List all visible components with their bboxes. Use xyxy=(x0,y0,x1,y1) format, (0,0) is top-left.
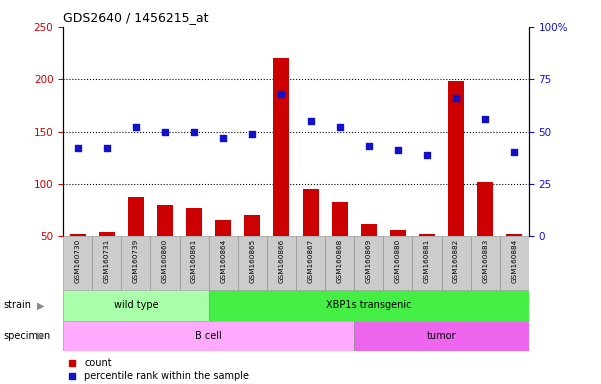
Point xyxy=(451,95,461,101)
Text: GSM160868: GSM160868 xyxy=(337,239,343,283)
Point xyxy=(160,128,170,135)
Bar xyxy=(63,290,209,321)
Text: GSM160731: GSM160731 xyxy=(104,239,110,283)
Bar xyxy=(361,223,377,288)
Point xyxy=(422,151,432,157)
Point xyxy=(248,131,257,137)
Point xyxy=(218,135,228,141)
Bar xyxy=(419,234,435,288)
Text: GSM160883: GSM160883 xyxy=(482,239,488,283)
Text: count: count xyxy=(84,358,112,368)
Text: GSM160884: GSM160884 xyxy=(511,239,517,283)
Point xyxy=(189,128,199,135)
Text: GSM160880: GSM160880 xyxy=(395,239,401,283)
Bar xyxy=(209,236,238,290)
Text: GSM160739: GSM160739 xyxy=(133,239,139,283)
Point xyxy=(510,149,519,156)
Bar xyxy=(296,236,325,290)
Bar xyxy=(215,220,231,288)
Point xyxy=(306,118,316,124)
Text: percentile rank within the sample: percentile rank within the sample xyxy=(84,371,249,381)
Text: GSM160864: GSM160864 xyxy=(220,239,226,283)
Bar xyxy=(506,234,522,288)
Bar xyxy=(354,321,529,351)
Bar xyxy=(332,202,347,288)
Bar xyxy=(99,232,115,288)
Point xyxy=(335,124,344,131)
Bar xyxy=(150,236,180,290)
Bar xyxy=(267,236,296,290)
Text: GSM160861: GSM160861 xyxy=(191,239,197,283)
Bar xyxy=(325,236,354,290)
Point xyxy=(364,143,374,149)
Bar xyxy=(500,236,529,290)
Point xyxy=(102,145,112,151)
Text: specimen: specimen xyxy=(3,331,50,341)
Bar xyxy=(412,236,442,290)
Text: GSM160730: GSM160730 xyxy=(75,239,81,283)
Bar xyxy=(180,236,209,290)
Bar xyxy=(121,236,150,290)
Bar xyxy=(302,189,319,288)
Point xyxy=(480,116,490,122)
Point xyxy=(276,91,286,97)
Bar xyxy=(390,230,406,288)
Text: GSM160881: GSM160881 xyxy=(424,239,430,283)
Bar xyxy=(92,236,121,290)
Bar xyxy=(477,182,493,288)
Text: ▶: ▶ xyxy=(37,331,44,341)
Text: strain: strain xyxy=(3,300,31,310)
Text: wild type: wild type xyxy=(114,300,158,310)
Bar xyxy=(471,236,500,290)
Bar xyxy=(157,205,173,288)
Text: ▶: ▶ xyxy=(37,300,44,310)
Bar xyxy=(448,81,464,288)
Text: GSM160865: GSM160865 xyxy=(249,239,255,283)
Point xyxy=(73,145,82,151)
Text: GSM160867: GSM160867 xyxy=(308,239,314,283)
Text: GSM160882: GSM160882 xyxy=(453,239,459,283)
Bar xyxy=(128,197,144,288)
Point xyxy=(393,147,403,154)
Text: tumor: tumor xyxy=(427,331,456,341)
Bar xyxy=(354,236,383,290)
Bar xyxy=(63,236,92,290)
Bar xyxy=(209,290,529,321)
Text: GSM160866: GSM160866 xyxy=(278,239,284,283)
Bar xyxy=(245,215,260,288)
Bar xyxy=(63,321,354,351)
Text: GSM160869: GSM160869 xyxy=(366,239,372,283)
Bar xyxy=(238,236,267,290)
Text: GSM160860: GSM160860 xyxy=(162,239,168,283)
Text: XBP1s transgenic: XBP1s transgenic xyxy=(326,300,412,310)
Bar xyxy=(186,208,202,288)
Text: B cell: B cell xyxy=(195,331,222,341)
Bar xyxy=(273,58,290,288)
Bar xyxy=(383,236,412,290)
Bar xyxy=(70,234,86,288)
Point xyxy=(131,124,141,131)
Bar xyxy=(442,236,471,290)
Text: GDS2640 / 1456215_at: GDS2640 / 1456215_at xyxy=(63,11,209,24)
